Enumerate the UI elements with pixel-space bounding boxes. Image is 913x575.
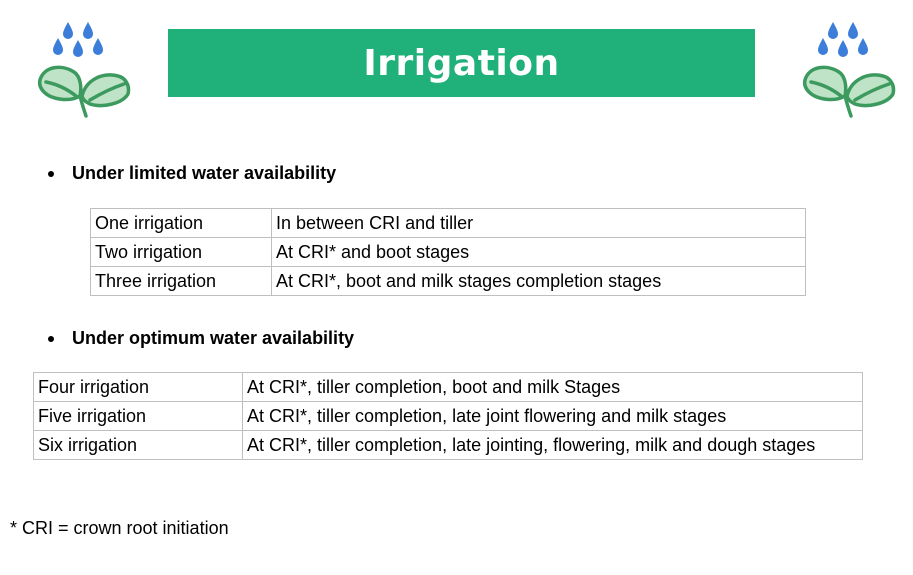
table-row: One irrigation In between CRI and tiller xyxy=(90,208,806,238)
irrigation-stage-cell: At CRI*, boot and milk stages completion… xyxy=(271,266,806,296)
bullet-icon xyxy=(48,170,54,177)
section-heading-limited: Under limited water availability xyxy=(48,163,336,184)
optimum-water-table: Four irrigation At CRI*, tiller completi… xyxy=(33,372,863,460)
plant-rain-icon xyxy=(37,22,131,118)
irrigation-stage-cell: At CRI* and boot stages xyxy=(271,237,806,267)
page-title: Irrigation xyxy=(363,42,560,84)
irrigation-stage-cell: In between CRI and tiller xyxy=(271,208,806,238)
table-row: Six irrigation At CRI*, tiller completio… xyxy=(33,430,863,460)
irrigation-count-cell: One irrigation xyxy=(90,208,272,238)
irrigation-count-cell: Four irrigation xyxy=(33,372,243,402)
section-heading-text: Under limited water availability xyxy=(72,163,337,183)
irrigation-count-cell: Five irrigation xyxy=(33,401,243,431)
footnote: * CRI = crown root initiation xyxy=(10,518,229,538)
table-row: Four irrigation At CRI*, tiller completi… xyxy=(33,372,863,402)
limited-water-table: One irrigation In between CRI and tiller… xyxy=(90,208,806,296)
plant-rain-icon xyxy=(802,22,896,118)
title-banner: Irrigation xyxy=(168,29,755,97)
table-row: Five irrigation At CRI*, tiller completi… xyxy=(33,401,863,431)
section-heading-optimum: Under optimum water availability xyxy=(48,328,354,349)
irrigation-count-cell: Six irrigation xyxy=(33,430,243,460)
irrigation-stage-cell: At CRI*, tiller completion, late jointin… xyxy=(242,430,863,460)
table-row: Two irrigation At CRI* and boot stages xyxy=(90,237,806,267)
bullet-icon xyxy=(48,335,54,342)
section-heading-text: Under optimum water availability xyxy=(72,328,355,348)
irrigation-stage-cell: At CRI*, tiller completion, boot and mil… xyxy=(242,372,863,402)
table-row: Three irrigation At CRI*, boot and milk … xyxy=(90,266,806,296)
irrigation-count-cell: Three irrigation xyxy=(90,266,272,296)
irrigation-count-cell: Two irrigation xyxy=(90,237,272,267)
irrigation-stage-cell: At CRI*, tiller completion, late joint f… xyxy=(242,401,863,431)
